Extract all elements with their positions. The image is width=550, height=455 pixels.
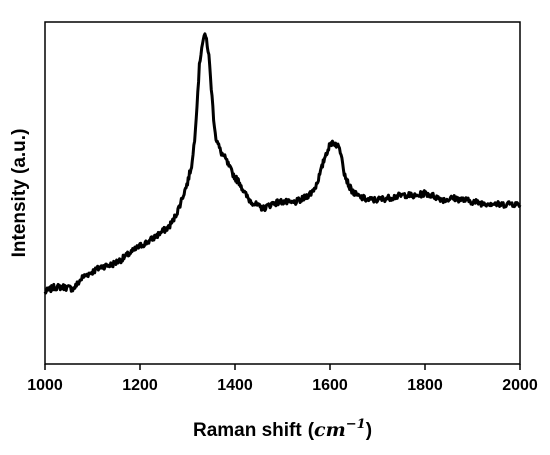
x-tick-label-3: 1600 (312, 377, 348, 394)
x-tick-label-5: 2000 (502, 377, 538, 394)
x-axis-label-unit-exponent: −1 (346, 417, 366, 432)
x-tick-label-2: 1400 (217, 377, 253, 394)
x-tick-label-4: 1800 (407, 377, 443, 394)
series-line-0 (43, 32, 522, 295)
plot-frame (44, 21, 521, 365)
x-tick-label-0: 1000 (27, 377, 63, 394)
x-axis-label-unit-close: ) (366, 420, 372, 441)
x-tick-label-1: 1200 (122, 377, 158, 394)
x-axis-ticks: 1000 1200 1400 1600 1800 2000 (27, 364, 538, 394)
x-axis-label-unit-open: ( (308, 420, 315, 441)
x-axis-label: Raman shift (cm−1) (193, 417, 372, 441)
plot-area (43, 21, 522, 365)
x-axis-label-unit-base: cm (314, 419, 346, 441)
y-axis-label: Intensity (a.u.) (9, 129, 30, 258)
x-axis-label-text: Raman shift (193, 420, 302, 441)
